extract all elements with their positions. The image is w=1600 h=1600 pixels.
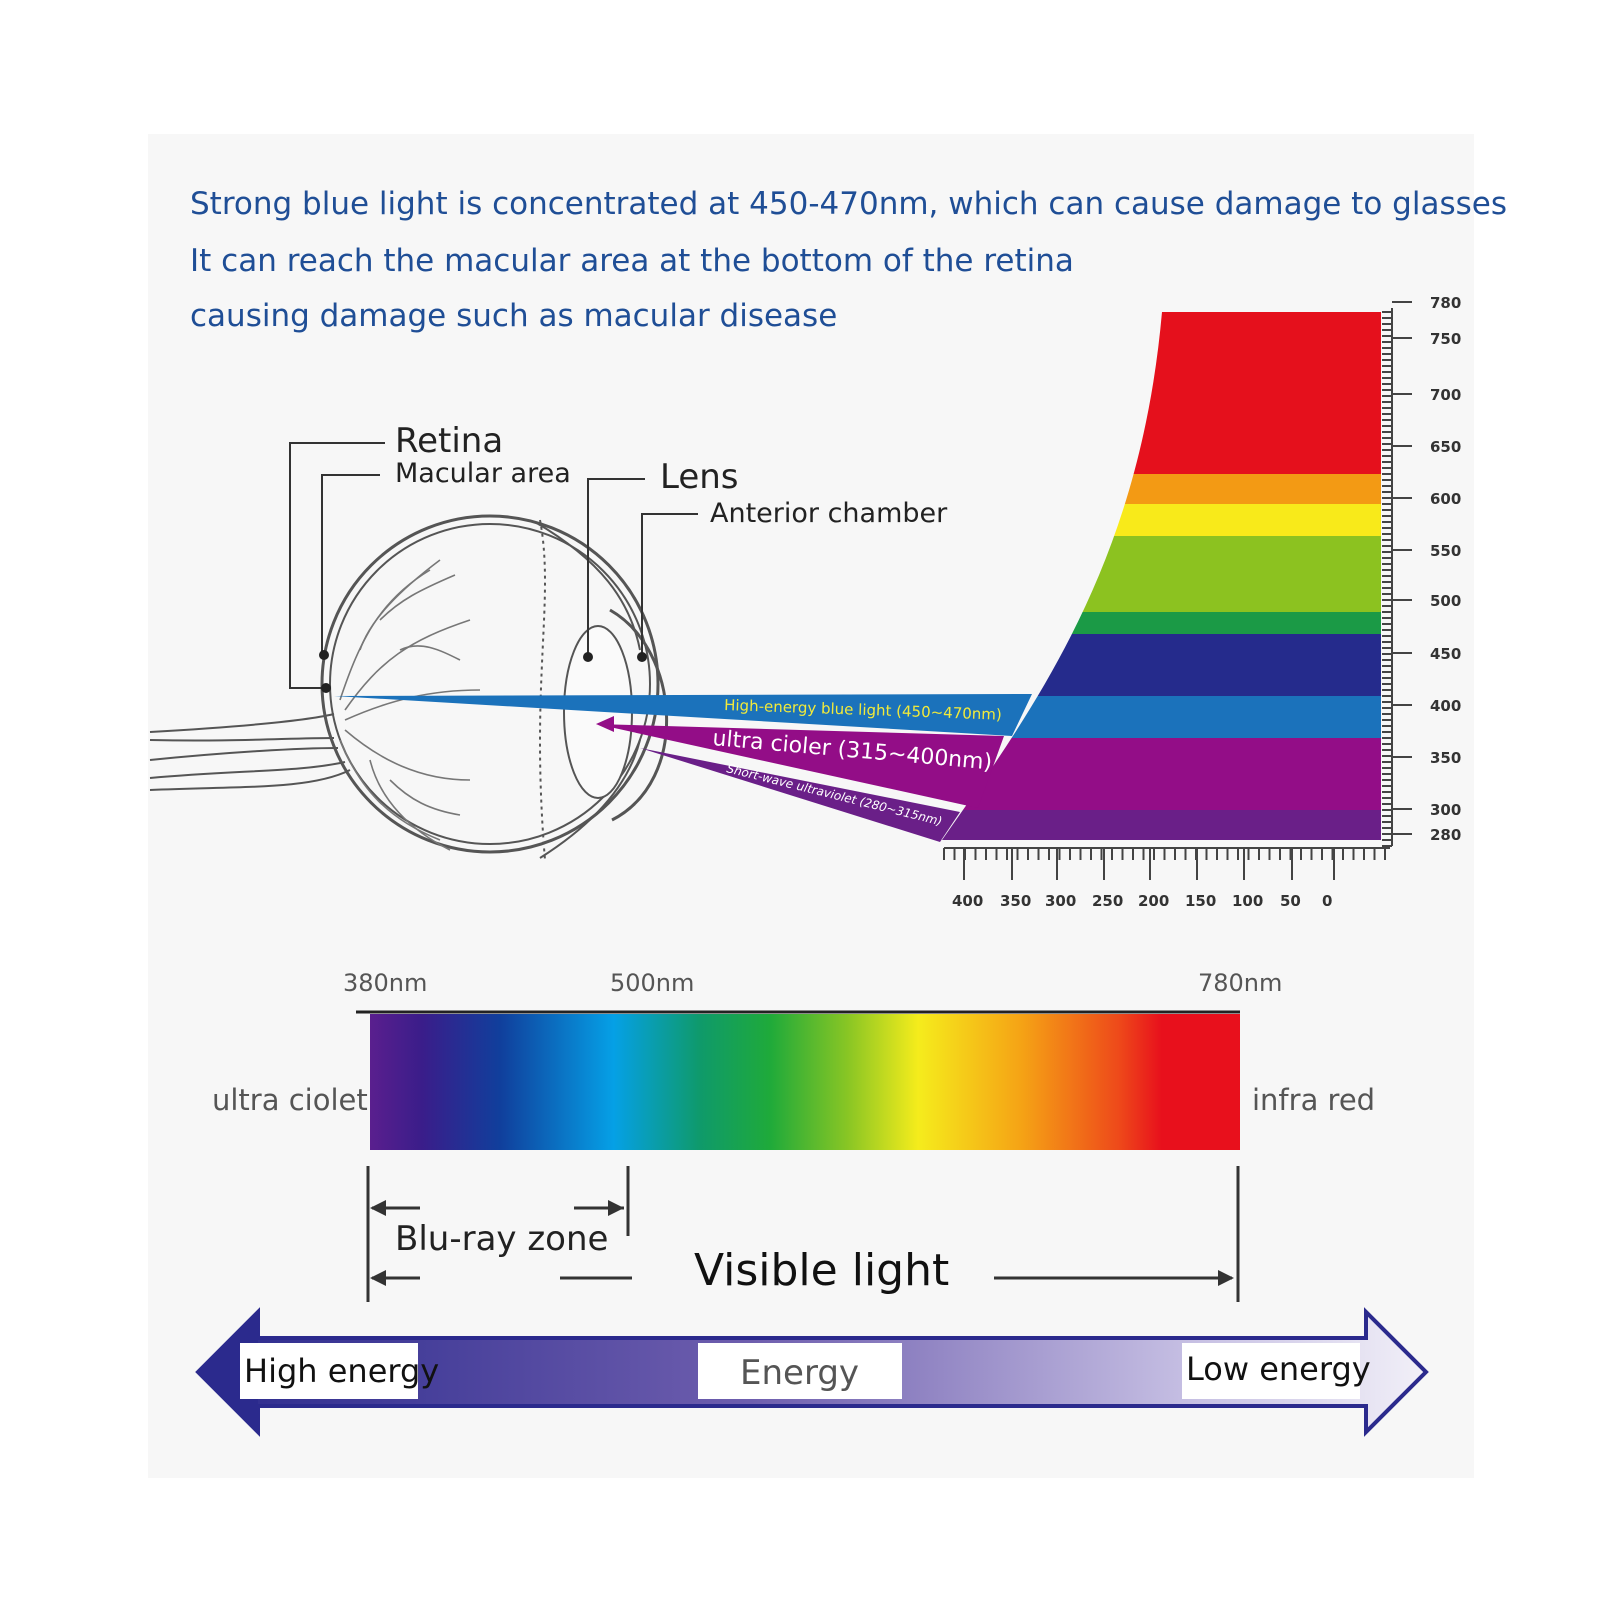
energy-tick-label: 50	[1280, 892, 1301, 910]
wavelength-tick-label: 400	[1430, 697, 1461, 715]
energy-tick-label: 350	[1000, 892, 1031, 910]
energy-tick-label: 400	[952, 892, 983, 910]
wavelength-tick-label: 450	[1430, 645, 1461, 663]
high-energy-box	[240, 1343, 418, 1399]
vitreous-boundary	[539, 519, 546, 861]
energy-ruler: 400 350 300 250 200 150 100 50 0	[943, 847, 1390, 910]
wavelength-tick-label: 550	[1430, 542, 1461, 560]
low-energy-box	[1182, 1343, 1360, 1399]
energy-tick-label: 200	[1138, 892, 1169, 910]
visible-spectrum-bar	[370, 1014, 1240, 1150]
energy-label: Energy	[740, 1353, 859, 1393]
heading-line-2: It can reach the macular area at the bot…	[190, 243, 1074, 279]
band-orange	[942, 474, 1381, 504]
label-380nm: 380nm	[343, 969, 427, 997]
blu-ray-zone-label: Blu-ray zone	[395, 1219, 608, 1259]
blue-light-beam	[334, 694, 1032, 736]
uva-beam	[596, 724, 1004, 808]
eye-illustration	[149, 514, 668, 861]
band-violet	[942, 810, 1381, 840]
band-navy	[942, 634, 1381, 696]
wavelength-tick-label: 500	[1430, 592, 1461, 610]
band-red	[942, 312, 1381, 474]
band-green	[942, 536, 1381, 612]
energy-tick-label: 0	[1322, 892, 1332, 910]
eye-outer-wall	[320, 514, 660, 854]
lens-label: Lens	[660, 457, 739, 497]
retinal-vessels	[339, 559, 481, 851]
band-yellow	[942, 504, 1381, 536]
zone-markers	[366, 1166, 1240, 1302]
energy-box	[698, 1343, 902, 1399]
ultraviolet-label: ultra ciolet	[212, 1083, 368, 1117]
label-500nm: 500nm	[610, 969, 694, 997]
uvb-beam	[640, 748, 960, 842]
macular-area-label: Macular area	[395, 458, 571, 489]
infrared-label: infra red	[1252, 1083, 1375, 1117]
wavelength-tick-label: 650	[1430, 438, 1461, 456]
visible-light-label: Visible light	[694, 1245, 949, 1296]
energy-tick-label: 150	[1185, 892, 1216, 910]
zone-arrowheads	[370, 1200, 1234, 1286]
band-purple	[942, 738, 1381, 810]
eye-inner-wall	[329, 523, 651, 845]
eye-label-leaders	[289, 442, 698, 689]
chamber-marker	[637, 652, 647, 662]
heading-line-3: causing damage such as macular disease	[190, 298, 838, 334]
band-dark-green	[942, 612, 1381, 634]
energy-arrow-head-left	[198, 1312, 258, 1432]
heading-line-1: Strong blue light is concentrated at 450…	[190, 186, 1507, 222]
retina-label: Retina	[395, 421, 503, 461]
wavelength-tick-label: 300	[1430, 801, 1461, 819]
high-energy-label: High energy	[244, 1352, 439, 1390]
wavelength-tick-label: 600	[1430, 490, 1461, 508]
label-780nm: 780nm	[1198, 969, 1282, 997]
wavelength-ruler: 780 750 700 650 600 550 500 450 400 350 300 280	[1382, 294, 1461, 847]
low-energy-label: Low energy	[1186, 1350, 1371, 1388]
wavelength-tick-label: 780	[1430, 294, 1461, 312]
energy-tick-label: 100	[1232, 892, 1263, 910]
macula-marker	[321, 683, 331, 693]
anterior-chamber-label: Anterior chamber	[710, 498, 948, 529]
wavelength-tick-label: 350	[1430, 749, 1461, 767]
wavelength-tick-label: 280	[1430, 826, 1461, 844]
wavelength-tick-label: 750	[1430, 330, 1461, 348]
wavelength-tick-label: 700	[1430, 386, 1461, 404]
energy-tick-label: 300	[1045, 892, 1076, 910]
lens-marker	[583, 652, 593, 662]
retina-marker	[319, 650, 329, 660]
energy-tick-label: 250	[1092, 892, 1123, 910]
